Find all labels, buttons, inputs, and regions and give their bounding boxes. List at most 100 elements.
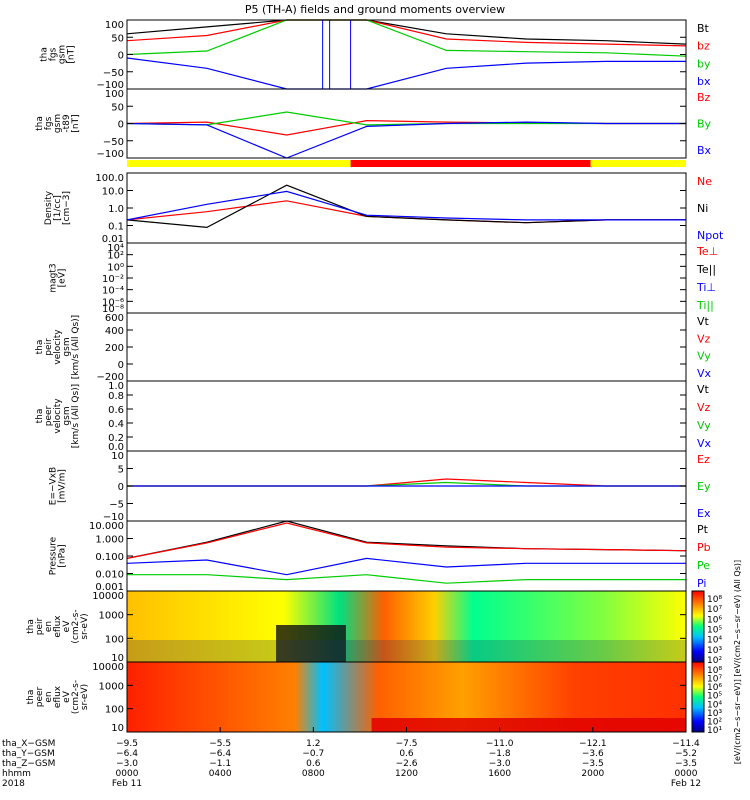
ylabel-ion_velocity: tha peir velocity gsm [km/s (All Qs)]	[35, 315, 81, 379]
colorbar-tick: 10⁴	[707, 700, 722, 710]
ylabel-line: peer	[44, 405, 54, 426]
ytick-label: 100	[105, 89, 124, 100]
ylabel-line: [eV]	[58, 269, 68, 288]
ylabel-line: eflux	[53, 615, 63, 638]
series-fgs_gsm_t89-Bz	[126, 119, 686, 136]
ytick-label: 200	[105, 343, 124, 354]
legend-Pi: Pi	[697, 577, 706, 590]
ylabel-line: fgs	[44, 116, 54, 130]
legend-Te⊥: Te⊥	[696, 245, 718, 258]
xaxis-z-value: −3.5	[675, 759, 697, 769]
colorbar-tick: 10³	[707, 709, 722, 719]
ytick-label: 0	[118, 482, 124, 493]
xaxis-t-value: 0000	[116, 769, 139, 779]
legend-Pb: Pb	[697, 541, 711, 554]
legend-Vt: Vt	[697, 315, 710, 328]
xaxis-t-value: 2000	[581, 769, 604, 779]
xaxis-z-value: −3.5	[582, 759, 604, 769]
ytick-label: 0	[118, 360, 124, 371]
ylabel-line: velocity	[53, 398, 63, 434]
ylabel-line: peer	[35, 686, 45, 707]
ylabel-electron_velocity: tha peer velocity gsm [km/s (All Qs)]	[35, 384, 81, 448]
series-density-Ni	[126, 184, 686, 229]
colorbar-tick: 10⁸	[707, 666, 722, 676]
colorbar-tick: 10⁵	[707, 692, 722, 702]
ytick-label: −50	[103, 137, 124, 148]
xaxis-x-value: −7.5	[396, 739, 418, 749]
ylabel-electron_spectrogram: tha peer en eflux eV (cm2-s-sr-eV)	[26, 680, 90, 714]
ytick-label: 0.1	[108, 222, 124, 233]
ylabel-line: tha	[26, 619, 36, 634]
ylabel-line: tha	[35, 116, 45, 131]
ytick-label: 50	[111, 33, 124, 44]
ytick-label: 100	[105, 634, 124, 645]
ytick-label: 0.0	[108, 442, 124, 453]
xaxis-row-label: tha_Y−GSM	[2, 749, 55, 759]
ylabel-line: [km/s (All Qs)]	[71, 315, 81, 379]
ytick-label: 10⁻⁸	[102, 304, 124, 315]
ytick-label: 1000	[99, 681, 124, 692]
colorbar-label-text: [eV/(cm2−s−sr−eV)] [eV/(cm2−s−sr−eV) (Al…	[733, 560, 742, 764]
legend-Ex: Ex	[697, 507, 711, 520]
xaxis-y-value: −5.2	[675, 749, 697, 759]
ytick-label: 1000	[99, 611, 124, 622]
ytick-label: 100	[105, 705, 124, 716]
legend-bz: bz	[697, 40, 710, 53]
xaxis-z-value: 0.6	[306, 759, 321, 769]
legend-Pt: Pt	[697, 523, 709, 536]
ylabel-line: [nT]	[71, 114, 81, 132]
xaxis-t-value: 0800	[302, 769, 325, 779]
ytick-label: 0.01	[102, 234, 124, 245]
ion-spectrogram-gap	[276, 625, 346, 662]
panel-frame-density	[126, 172, 687, 244]
panel-frame-electron_velocity	[126, 380, 687, 452]
colorbar-tick: 10⁸	[707, 595, 722, 605]
xaxis-x-value: −12.1	[579, 739, 607, 749]
ylabel-line: Pressure	[49, 536, 59, 575]
ytick-label: 0.100	[95, 552, 124, 563]
ylabel-line: eV	[62, 620, 72, 633]
ytick-label: 1.0	[108, 204, 124, 215]
ylabel-line: [cm−3]	[62, 191, 72, 225]
xaxis-row-label: tha_X−GSM	[2, 739, 55, 749]
panel-frame-temperature	[126, 242, 687, 314]
legend-By: By	[697, 118, 712, 131]
ylabel-line: [km/s (All Qs)]	[71, 384, 81, 448]
ylabel-line: sr-eV)	[80, 613, 90, 639]
ylabel-line: [nPa]	[58, 544, 68, 567]
ytick-label: 10000	[92, 591, 124, 602]
ytick-label: 10⁻²	[102, 274, 124, 285]
ytick-label: 10⁴	[107, 243, 124, 254]
xaxis-y-value: −6.4	[116, 749, 138, 759]
ytick-label: 0	[118, 51, 124, 62]
ylabel-line: velocity	[53, 329, 63, 365]
ylabel-line: tha	[35, 340, 45, 355]
electron-low-energy-band	[371, 718, 686, 732]
ylabel-line: E=−VxB	[49, 467, 59, 505]
plot-title: P5 (TH-A) fields and ground moments over…	[245, 3, 505, 16]
ylabel-line: fgs	[49, 47, 59, 61]
legend-Ey: Ey	[697, 480, 711, 493]
ytick-label: 0.6	[108, 405, 124, 416]
ytick-label: 400	[105, 326, 124, 337]
xaxis-x-value: −9.5	[116, 739, 138, 749]
xaxis-x-value: −11.0	[486, 739, 514, 749]
xaxis-row-label: 2018	[2, 779, 25, 789]
xaxis-x-value: −5.5	[209, 739, 231, 749]
ylabel-line: gsm	[62, 406, 72, 425]
ytick-label: −100	[97, 149, 124, 160]
xaxis-y-value: −0.7	[302, 749, 324, 759]
ylabel-line: tha	[40, 47, 50, 62]
ytick-label: −5	[109, 500, 124, 511]
legend-Vz: Vz	[697, 332, 711, 345]
legend-Vy: Vy	[697, 419, 711, 432]
legend-Vy: Vy	[697, 350, 711, 363]
ylabel-line: [nT]	[67, 45, 77, 63]
ytick-label: 10	[111, 653, 124, 664]
ylabel-line: [mV/m]	[58, 469, 68, 503]
ytick-label: 10.0	[102, 187, 124, 198]
colorbar-tick: 10²	[707, 717, 722, 727]
colorbar-tick: 10⁷	[707, 675, 722, 685]
xaxis-z-value: −1.1	[209, 759, 231, 769]
